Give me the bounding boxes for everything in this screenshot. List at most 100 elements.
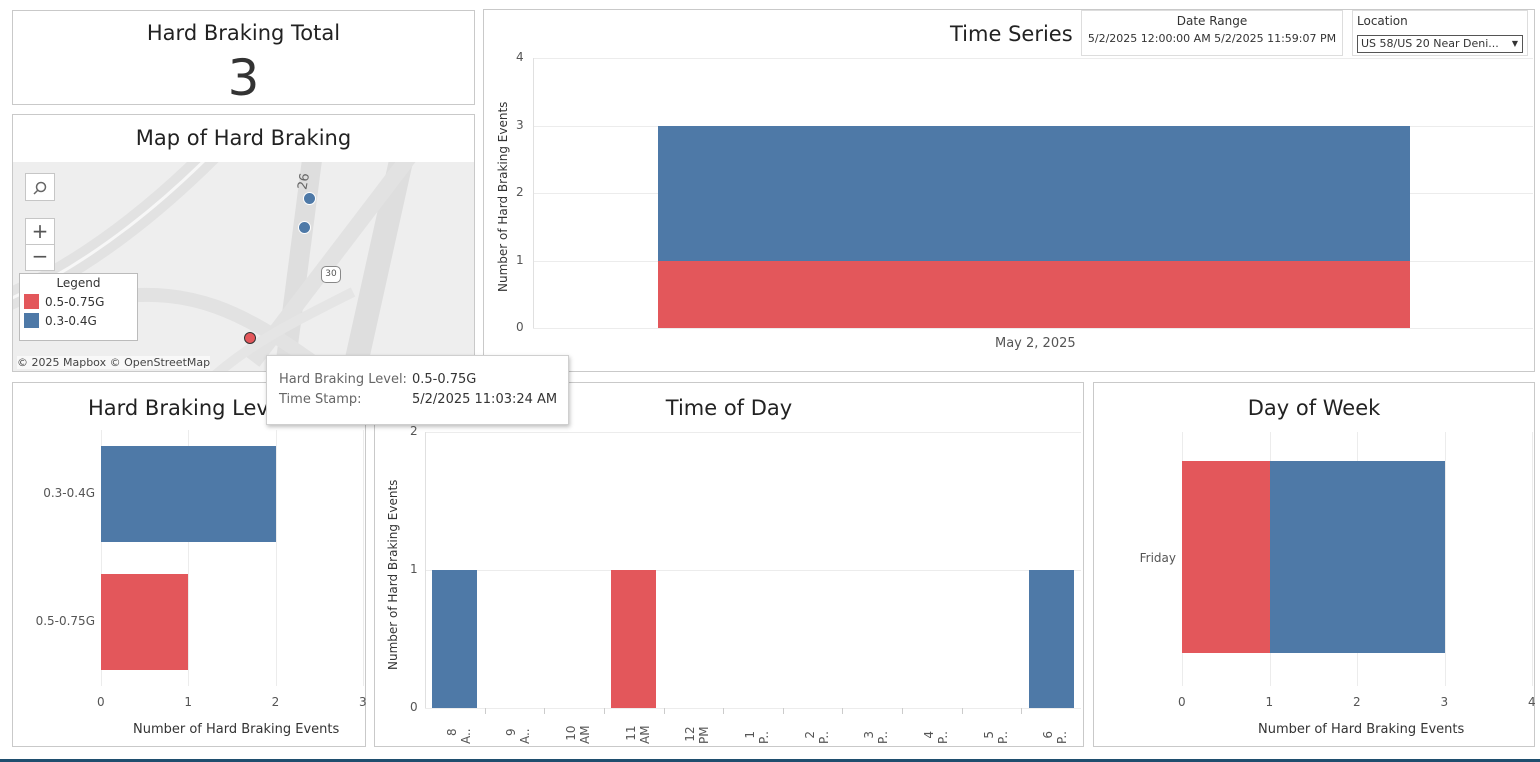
tod-tick-sep xyxy=(961,708,963,714)
dow-bar-red xyxy=(1182,461,1270,653)
map-tooltip: Hard Braking Level: 0.5-0.75G Time Stamp… xyxy=(266,355,569,425)
plus-icon: + xyxy=(31,219,49,243)
level-x-axis-title: Number of Hard Braking Events xyxy=(133,722,340,737)
tod-y-tick: 1 xyxy=(410,562,418,576)
level-gridline xyxy=(188,430,190,686)
tod-y-axis-title: Number of Hard Braking Events xyxy=(386,479,400,670)
ts-bar-red xyxy=(658,260,1410,328)
tod-x-tick: 12 PM xyxy=(683,726,712,744)
route-label-30: 30 xyxy=(325,269,337,279)
location-value: US 58/US 20 Near Deni... xyxy=(1361,37,1499,50)
map-search-button[interactable] xyxy=(25,173,55,201)
tod-gridline xyxy=(425,708,1081,709)
tod-x-tick: 4 P.. xyxy=(921,731,950,744)
tod-x-tick: 11 AM xyxy=(623,725,652,744)
level-gridline xyxy=(363,430,364,686)
tooltip-row-time: Time Stamp: xyxy=(279,392,362,407)
dow-x-axis-title: Number of Hard Braking Events xyxy=(1258,722,1465,737)
map-legend: Legend 0.5-0.75G 0.3-0.4G xyxy=(19,273,138,341)
tooltip-key-level: Hard Braking Level: xyxy=(279,372,407,387)
chevron-down-icon: ▼ xyxy=(1511,39,1518,48)
tod-x-tick: 5 P.. xyxy=(981,731,1010,744)
map-panel: Map of Hard Braking 26 30 + − xyxy=(12,114,475,372)
date-range-filter[interactable]: Date Range 5/2/2025 12:00:00 AM 5/2/2025… xyxy=(1081,10,1343,56)
date-range-value[interactable]: 5/2/2025 12:00:00 AM 5/2/2025 11:59:07 P… xyxy=(1087,32,1337,45)
tod-x-tick: 9 A.. xyxy=(504,728,533,744)
tod-x-tick: 10 AM xyxy=(564,725,593,744)
tod-bar-blue xyxy=(432,570,478,708)
total-panel: Hard Braking Total 3 xyxy=(12,10,475,105)
route-shield-30: 30 xyxy=(321,266,341,283)
minus-icon: − xyxy=(31,244,49,268)
map-point-blue-2[interactable] xyxy=(298,221,311,234)
ts-bar-blue xyxy=(658,125,1410,261)
ts-axis-line xyxy=(533,58,534,328)
map-canvas[interactable]: 26 30 + − Legend 0.5-0.75G xyxy=(13,162,474,371)
tooltip-value-level: 0.5-0.75G xyxy=(412,372,477,387)
search-icon xyxy=(33,181,47,195)
dow-gridline xyxy=(1532,432,1533,686)
dow-x-tick: 1 xyxy=(1265,695,1274,709)
tod-tick-sep xyxy=(603,708,605,714)
map-point-blue-1[interactable] xyxy=(303,192,316,205)
dow-x-tick: 3 xyxy=(1440,695,1449,709)
ts-y-tick: 4 xyxy=(516,50,524,64)
legend-label-blue: 0.3-0.4G xyxy=(45,313,97,328)
legend-title: Legend xyxy=(56,276,101,290)
dow-bar-blue xyxy=(1269,461,1445,653)
level-y-tick: 0.5-0.75G xyxy=(35,614,95,628)
day-of-week-title: Day of Week xyxy=(1247,396,1381,420)
dow-y-tick: Friday xyxy=(1139,551,1176,565)
tooltip-row-level: Hard Braking Level: xyxy=(279,372,407,387)
zoom-in-button[interactable]: + xyxy=(25,218,55,245)
ts-y-tick: 0 xyxy=(516,320,524,334)
level-x-tick: 2 xyxy=(271,695,280,709)
total-value: 3 xyxy=(227,49,260,107)
time-series-title: Time Series xyxy=(950,22,1073,46)
ts-y-tick: 2 xyxy=(516,185,524,199)
dow-x-tick: 4 xyxy=(1528,695,1536,709)
time-of-day-panel: Time of Day xyxy=(374,382,1084,747)
tod-x-tick: 8 A.. xyxy=(444,728,473,744)
tod-tick-sep xyxy=(723,708,725,714)
legend-swatch-red xyxy=(24,294,39,309)
zoom-out-button[interactable]: − xyxy=(25,244,55,271)
tod-bar-blue xyxy=(1028,570,1074,708)
location-select[interactable]: US 58/US 20 Near Deni... ▼ xyxy=(1357,35,1523,53)
tooltip-key-time: Time Stamp: xyxy=(279,392,362,407)
level-bar-blue xyxy=(101,446,276,542)
dow-x-tick: 0 xyxy=(1178,695,1186,709)
tooltip-value-time: 5/2/2025 11:03:24 AM xyxy=(412,392,558,407)
route-label-26: 26 xyxy=(295,172,314,191)
tod-x-tick: 6 P.. xyxy=(1041,731,1070,744)
tod-tick-sep xyxy=(842,708,844,714)
time-of-day-title: Time of Day xyxy=(665,396,793,420)
tod-gridline xyxy=(425,432,1081,433)
legend-swatch-blue xyxy=(24,313,39,328)
tod-axis-line xyxy=(425,432,426,708)
tod-tick-sep xyxy=(484,708,486,714)
tod-tick-sep xyxy=(544,708,546,714)
tod-tick-sep xyxy=(902,708,904,714)
level-gridline xyxy=(101,430,102,686)
dow-x-tick: 2 xyxy=(1353,695,1361,709)
legend-label-red: 0.5-0.75G xyxy=(45,294,105,309)
map-attribution[interactable]: © 2025 Mapbox © OpenStreetMap xyxy=(17,356,211,369)
location-filter: Location US 58/US 20 Near Deni... ▼ xyxy=(1352,10,1528,56)
location-label: Location xyxy=(1357,14,1408,28)
bottom-bar xyxy=(0,759,1540,762)
dow-gridline xyxy=(1444,432,1446,686)
tod-tick-sep xyxy=(782,708,784,714)
level-y-tick: 0.3-0.4G xyxy=(43,486,95,500)
map-point-red[interactable] xyxy=(244,332,256,344)
tod-tick-sep xyxy=(1021,708,1023,714)
ts-gridline xyxy=(533,58,1533,59)
ts-y-tick: 3 xyxy=(516,117,524,132)
ts-x-tick: May 2, 2025 xyxy=(995,336,1076,351)
total-title: Hard Braking Total xyxy=(146,21,341,45)
map-title: Map of Hard Braking xyxy=(135,126,352,150)
tod-tick-sep xyxy=(663,708,665,714)
level-gridline xyxy=(275,430,277,686)
tod-bar-red xyxy=(611,570,657,708)
tod-x-tick: 3 P.. xyxy=(862,731,891,744)
